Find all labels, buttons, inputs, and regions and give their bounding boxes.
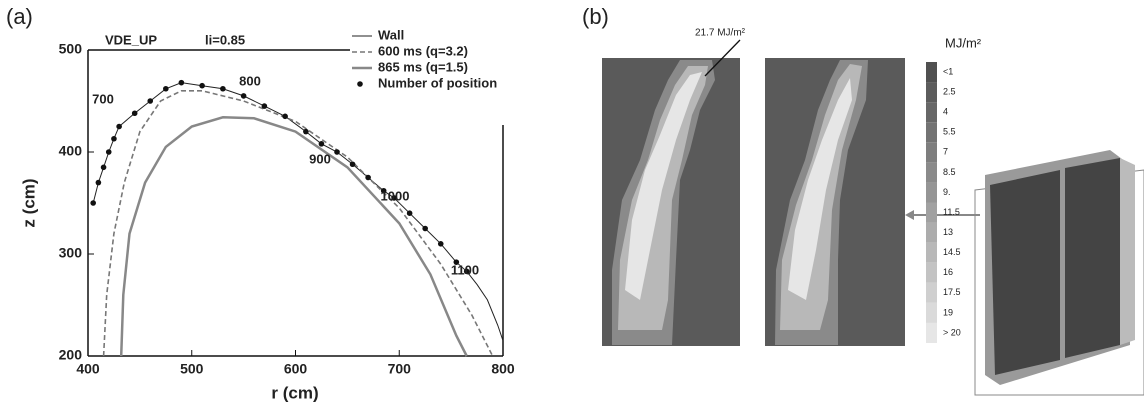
colorbar-cell <box>926 323 937 343</box>
series-line <box>121 117 467 356</box>
position-point <box>407 210 413 216</box>
position-point <box>220 86 226 92</box>
colorbar-label: 13 <box>943 227 953 237</box>
position-point <box>262 103 268 109</box>
position-point <box>147 98 153 104</box>
position-point <box>163 86 169 92</box>
colorbar-label: 9. <box>943 187 951 197</box>
position-point <box>422 226 428 232</box>
position-point <box>282 114 288 120</box>
colorbar-cell <box>926 263 937 283</box>
colorbar-cell <box>926 303 937 323</box>
position-point <box>90 200 96 206</box>
annotation: li=0.85 <box>205 32 245 47</box>
position-point <box>303 129 309 135</box>
legend-label: Wall <box>378 27 404 42</box>
y-axis-label: z (cm) <box>19 178 38 227</box>
legend-label: Number of position <box>378 75 497 90</box>
figure: (a) (b) VDE_UP li=0.85 r (cm) z (cm) 21.… <box>0 0 1144 409</box>
colorbar-cell <box>926 82 937 102</box>
x-axis-label: r (cm) <box>271 383 318 402</box>
legend-label: 600 ms (q=3.2) <box>378 43 468 58</box>
colorbar-cell <box>926 203 937 223</box>
position-point <box>199 83 205 89</box>
colorbar-cell <box>926 122 937 142</box>
panel-label: (a) <box>6 4 33 29</box>
colorbar-label: > 20 <box>943 327 961 337</box>
y-tick-label: 300 <box>59 245 83 261</box>
colorbar-cell <box>926 243 937 263</box>
position-point <box>179 80 185 86</box>
panel-label: (b) <box>582 4 609 29</box>
colorbar-label: 16 <box>943 267 953 277</box>
colorbar-label: 17.5 <box>943 287 961 297</box>
colorbar-cell <box>926 102 937 122</box>
colorbar-label: 19 <box>943 307 953 317</box>
y-tick-label: 500 <box>59 41 83 57</box>
colorbar-label: 7 <box>943 147 948 157</box>
x-tick-label: 600 <box>284 361 308 377</box>
y-tick-label: 200 <box>59 347 83 363</box>
position-point <box>132 110 138 116</box>
colorbar-cell <box>926 223 937 243</box>
colorbar-cell <box>926 142 937 162</box>
position-point <box>438 241 444 247</box>
chart-title: VDE_UP <box>105 32 157 47</box>
colorbar-cell <box>926 162 937 182</box>
position-point <box>365 175 371 181</box>
x-tick-label: 800 <box>491 361 515 377</box>
colorbar-label: 11.5 <box>943 207 960 217</box>
position-point <box>96 180 102 186</box>
position-point <box>241 93 247 99</box>
position-point <box>106 149 112 155</box>
colorbar-cell <box>926 62 937 82</box>
position-point <box>334 149 340 155</box>
position-point <box>116 124 122 130</box>
contour-image <box>602 58 905 346</box>
tile-3d <box>975 150 1144 395</box>
position-label: 1000 <box>381 188 410 203</box>
colorbar-title: MJ/m² <box>945 35 982 50</box>
position-label: 700 <box>92 91 114 106</box>
position-point <box>101 165 107 171</box>
colorbar-cell <box>926 182 937 202</box>
y-tick-label: 400 <box>59 143 83 159</box>
arrow-head <box>905 210 914 220</box>
series-line <box>104 91 493 356</box>
x-tick-label: 500 <box>180 361 204 377</box>
x-tick-label: 400 <box>76 361 100 377</box>
page: (a) (b) VDE_UP li=0.85 r (cm) z (cm) 21.… <box>0 0 1144 409</box>
position-point <box>111 136 117 142</box>
colorbar-label: 8.5 <box>943 167 956 177</box>
colorbar-cell <box>926 283 937 303</box>
legend-label: 865 ms (q=1.5) <box>378 59 468 74</box>
colorbar-label: <1 <box>943 66 953 76</box>
position-point <box>319 141 325 147</box>
colorbar-label: 2.5 <box>943 86 956 96</box>
position-label: 900 <box>309 151 331 166</box>
annotation: 21.7 MJ/m² <box>695 28 746 39</box>
x-tick-label: 700 <box>388 361 412 377</box>
position-label: 1100 <box>451 262 479 277</box>
colorbar-label: 4 <box>943 107 948 117</box>
legend-swatch <box>357 81 363 87</box>
colorbar-label: 5.5 <box>943 127 956 137</box>
position-label: 800 <box>239 73 261 88</box>
colorbar-label: 14.5 <box>943 247 961 257</box>
position-point <box>350 161 356 167</box>
